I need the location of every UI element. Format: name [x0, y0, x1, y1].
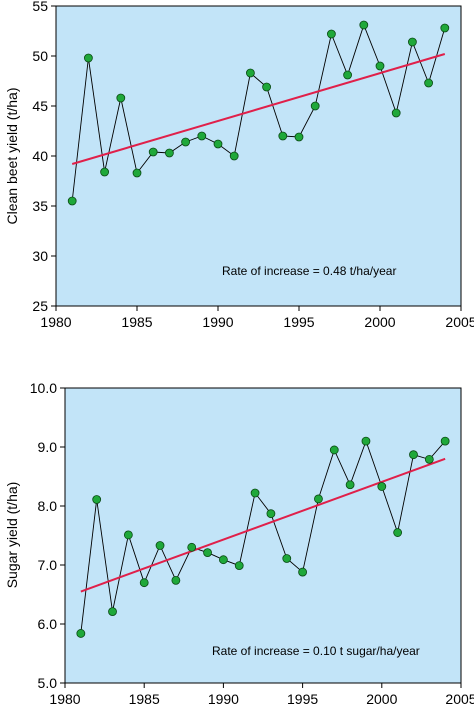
- data-point: [92, 495, 102, 504]
- data-point: [424, 454, 434, 464]
- data-point: [245, 68, 255, 78]
- data-point: [116, 93, 126, 103]
- data-point: [298, 567, 308, 577]
- x-tick-label: 1980: [49, 691, 80, 707]
- y-tick-label: 6.0: [38, 616, 58, 632]
- data-point: [343, 70, 353, 80]
- data-point: [139, 578, 149, 588]
- data-point: [108, 607, 117, 617]
- data-point: [148, 147, 158, 157]
- series-line: [71, 23, 446, 202]
- x-tick-label: 1995: [283, 314, 314, 330]
- y-tick-label: 55: [32, 0, 48, 14]
- plot-area: [55, 5, 462, 307]
- data-point: [76, 629, 86, 638]
- data-point: [262, 82, 272, 92]
- data-point: [377, 482, 387, 491]
- data-point: [424, 78, 434, 88]
- data-point: [187, 542, 197, 552]
- y-tick-label: 9.0: [38, 439, 58, 455]
- y-axis-title: Clean beet yield (t/ha): [4, 88, 20, 225]
- trend-line: [71, 53, 446, 165]
- y-tick-label: 25: [32, 298, 48, 314]
- x-tick-label: 2000: [366, 691, 397, 707]
- data-point: [407, 37, 417, 47]
- y-tick-label: 35: [32, 198, 48, 214]
- x-tick-label: 1980: [40, 314, 71, 330]
- data-point: [100, 167, 109, 177]
- x-tick-label: 1985: [129, 691, 160, 707]
- data-point: [164, 148, 174, 158]
- x-tick-label: 1985: [121, 314, 152, 330]
- data-point: [294, 132, 304, 142]
- data-point: [197, 131, 207, 141]
- data-point: [229, 151, 239, 161]
- data-point: [213, 139, 223, 149]
- y-tick-label: 8.0: [38, 498, 58, 514]
- data-point: [67, 196, 77, 206]
- sugar-yield-chart: Sugar yield (t/ha) 5.0 6.0 7.0 8.0 9.0 10.0 19…: [4, 380, 474, 707]
- data-point: [361, 436, 371, 446]
- data-point: [155, 541, 165, 550]
- y-tick-label: 40: [32, 148, 48, 164]
- y-tick-label: 30: [32, 248, 48, 264]
- data-point: [409, 450, 418, 460]
- y-axis-title: Sugar yield (t/ha): [4, 482, 20, 589]
- data-point: [440, 436, 450, 446]
- data-point: [329, 445, 339, 455]
- data-point: [314, 494, 323, 504]
- rate-annotation: Rate of increase = 0.10 t sugar/ha/year: [212, 644, 420, 658]
- x-tick-label: 2005: [445, 691, 474, 707]
- y-tick-label: 7.0: [38, 557, 58, 573]
- data-point: [393, 528, 403, 537]
- data-point: [310, 101, 320, 111]
- data-point: [218, 555, 228, 565]
- data-point: [278, 131, 288, 141]
- data-point: [266, 509, 276, 519]
- trend-line: [80, 457, 446, 593]
- data-point: [326, 29, 336, 39]
- data-point: [132, 168, 142, 178]
- data-point: [391, 108, 401, 118]
- rate-annotation: Rate of increase = 0.48 t/ha/year: [222, 264, 396, 278]
- data-point: [181, 137, 191, 147]
- data-point: [123, 530, 133, 540]
- data-point: [345, 480, 355, 490]
- x-tick-label: 1990: [202, 314, 233, 330]
- y-tick-label: 10.0: [30, 380, 57, 396]
- data-point: [234, 561, 244, 570]
- x-tick-label: 2000: [364, 314, 395, 330]
- data-point: [84, 53, 93, 63]
- data-point: [359, 20, 369, 30]
- x-tick-label: 1990: [208, 691, 239, 707]
- y-tick-label: 50: [32, 48, 48, 64]
- data-point: [171, 575, 181, 585]
- clean-beet-yield-chart: Clean beet yield (t/ha) 25 30 35 40 45 50 55 19…: [4, 0, 474, 330]
- data-point: [440, 23, 450, 33]
- y-tick-label: 45: [32, 98, 48, 114]
- data-point: [282, 554, 292, 563]
- data-point: [203, 548, 212, 558]
- y-tick-label: 5.0: [38, 675, 58, 691]
- data-point: [375, 61, 385, 71]
- series-line: [80, 439, 446, 634]
- data-point: [250, 488, 260, 498]
- x-tick-label: 1995: [287, 691, 318, 707]
- x-tick-label: 2005: [445, 314, 474, 330]
